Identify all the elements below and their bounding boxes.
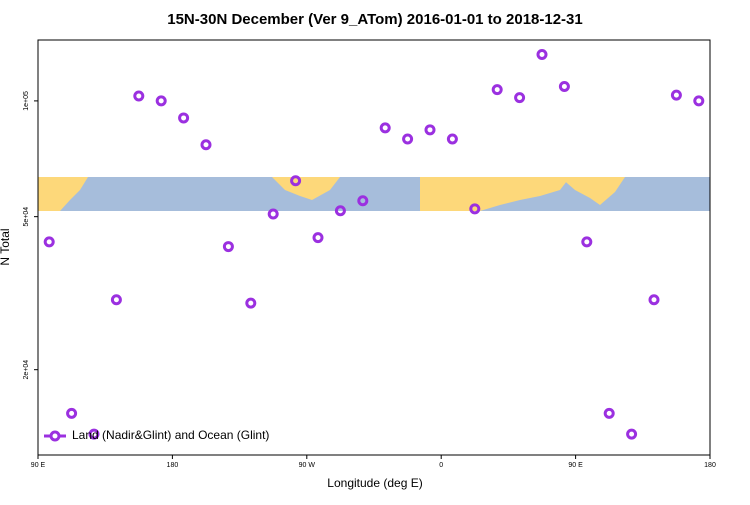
x-tick-label: 180 [167,462,179,469]
y-tick-label: 5e+04 [23,207,30,227]
point [648,294,660,306]
point [670,89,682,101]
y-axis-label: N Total [0,228,12,265]
point [469,203,481,215]
chart-title: 15N-30N December (Ver 9_ATom) 2016-01-01… [167,11,583,28]
x-tick-label: 90 E [568,462,583,469]
y-tick-label: 1e+05 [23,91,30,111]
point [379,122,391,134]
point [290,175,302,187]
legend-label: Land (Nadir&Glint) and Ocean (Glint) [72,428,269,442]
point [424,124,436,136]
x-axis-label: Longitude (deg E) [327,476,422,490]
point [178,112,190,124]
point [200,139,212,151]
y-tick-label: 2e+04 [23,360,30,380]
point [558,81,570,93]
point [581,236,593,248]
point [267,208,279,220]
point [334,205,346,217]
point [514,92,526,104]
x-tick-label: 0 [439,462,443,469]
point [491,84,503,96]
point [402,133,414,145]
x-tick-label: 180 [704,462,716,469]
point [222,241,234,253]
x-tick-label: 90 E [31,462,46,469]
map-band [38,177,710,211]
plot-frame [37,39,711,456]
point [312,232,324,244]
point [357,195,369,207]
point [155,95,167,107]
point [133,90,145,102]
x-tick-label: 90 W [299,462,316,469]
point [603,407,615,419]
point [626,428,638,440]
point [110,294,122,306]
point [43,236,55,248]
point [693,95,705,107]
point [66,407,78,419]
point [88,428,100,440]
legend-marker [49,430,61,442]
point [245,297,257,309]
point [446,133,458,145]
point [536,49,548,61]
